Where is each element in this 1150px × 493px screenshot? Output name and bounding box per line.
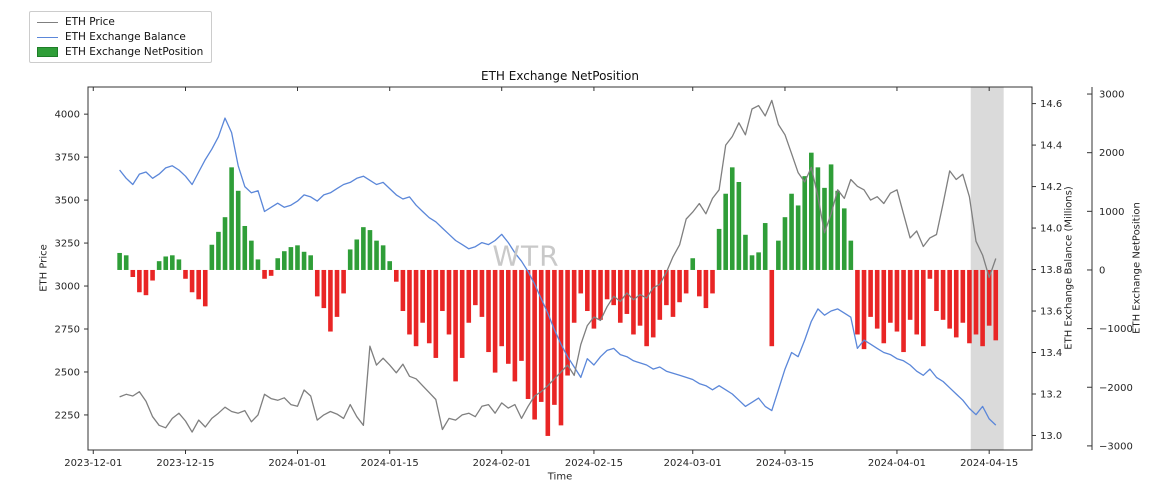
svg-text:13.2: 13.2: [1040, 389, 1062, 400]
price-axis-ticks: 2250 2500 2750 3000 3250 3500 3750 4000: [55, 110, 88, 421]
svg-text:3250: 3250: [55, 239, 80, 250]
svg-text:2024-03-01: 2024-03-01: [664, 458, 722, 469]
x-axis-ticks: 2023-12-01 2023-12-15 2024-01-01 2024-01-15…: [64, 87, 1018, 469]
svg-text:14.4: 14.4: [1040, 141, 1062, 152]
svg-text:13.0: 13.0: [1040, 431, 1062, 442]
svg-text:2024-04-15: 2024-04-15: [960, 458, 1018, 469]
svg-text:2024-03-15: 2024-03-15: [756, 458, 814, 469]
svg-text:2023-12-15: 2023-12-15: [156, 458, 214, 469]
chart-title: ETH Exchange NetPosition: [481, 69, 639, 83]
svg-text:3750: 3750: [55, 153, 80, 164]
svg-text:2500: 2500: [55, 367, 80, 378]
svg-text:14.2: 14.2: [1040, 182, 1062, 193]
svg-text:13.4: 13.4: [1040, 348, 1062, 359]
svg-text:3500: 3500: [55, 196, 80, 207]
price-line-swatch-icon: [37, 21, 58, 23]
svg-text:−3000: −3000: [1099, 441, 1133, 452]
legend-label: ETH Exchange Balance: [65, 31, 186, 43]
svg-text:2024-02-15: 2024-02-15: [565, 458, 623, 469]
svg-text:0: 0: [1099, 265, 1105, 276]
y-axis-label-netposition: ETH Exchange NetPosition: [1131, 202, 1143, 334]
svg-text:13.8: 13.8: [1040, 265, 1062, 276]
svg-text:14.6: 14.6: [1040, 99, 1062, 110]
svg-text:2024-02-01: 2024-02-01: [473, 458, 531, 469]
netposition-axis: −3000 −2000 −1000 0 1000 2000 3000: [1087, 87, 1133, 452]
svg-text:3000: 3000: [1099, 90, 1124, 101]
plot-frame: [87, 86, 1033, 451]
watermark: WTR: [492, 239, 560, 273]
legend-label: ETH Exchange NetPosition: [65, 46, 204, 58]
legend-label: ETH Price: [65, 16, 115, 28]
price-line: [119, 99, 997, 433]
netposition-bars: [117, 152, 999, 436]
balance-line-swatch-icon: [37, 36, 58, 38]
balance-axis-ticks: 13.0 13.2 13.4 13.6 13.8 14.0 14.2 14.4 14.6: [1032, 99, 1062, 442]
legend-item-netposition: ETH Exchange NetPosition: [37, 46, 203, 58]
legend-item-balance: ETH Exchange Balance: [37, 31, 203, 43]
balance-line: [119, 117, 997, 426]
svg-text:13.6: 13.6: [1040, 307, 1062, 318]
y-axis-label-balance: ETH Exchange Balance (Millions): [1063, 186, 1075, 350]
svg-text:−2000: −2000: [1099, 383, 1133, 394]
x-axis-label: Time: [547, 471, 573, 483]
svg-text:2024-01-01: 2024-01-01: [268, 458, 326, 469]
svg-text:2023-12-01: 2023-12-01: [64, 458, 122, 469]
y-axis-label-price: ETH Price: [38, 244, 50, 292]
svg-text:2000: 2000: [1099, 148, 1124, 159]
legend: ETH Price ETH Exchange Balance ETH Excha…: [29, 11, 213, 63]
legend-item-price: ETH Price: [37, 16, 203, 28]
svg-text:2024-01-15: 2024-01-15: [361, 458, 419, 469]
svg-text:14.0: 14.0: [1040, 224, 1062, 235]
svg-text:2750: 2750: [55, 325, 80, 336]
svg-text:2024-04-01: 2024-04-01: [868, 458, 926, 469]
svg-text:3000: 3000: [55, 282, 80, 293]
svg-text:4000: 4000: [55, 110, 80, 121]
svg-text:2250: 2250: [55, 410, 80, 421]
svg-text:−1000: −1000: [1099, 324, 1133, 335]
svg-text:1000: 1000: [1099, 207, 1124, 218]
netposition-patch-swatch-icon: [37, 47, 58, 57]
